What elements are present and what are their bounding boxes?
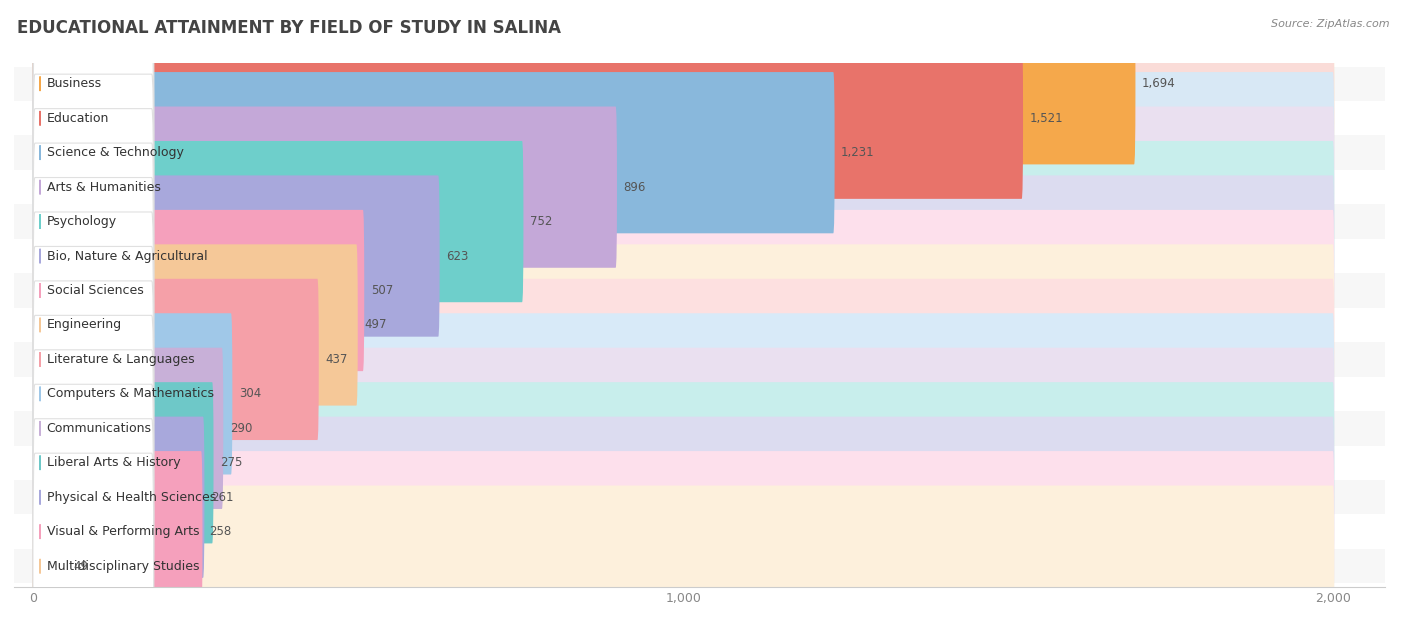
Bar [14, 204, 1385, 239]
Bar [14, 273, 1385, 308]
FancyBboxPatch shape [32, 451, 1334, 612]
Bar [14, 101, 1385, 136]
Text: Business: Business [46, 77, 101, 90]
Bar [14, 411, 1385, 445]
Text: 437: 437 [325, 353, 347, 366]
FancyBboxPatch shape [32, 451, 202, 612]
FancyBboxPatch shape [32, 382, 1334, 543]
Text: 275: 275 [219, 456, 242, 469]
Text: 1,694: 1,694 [1142, 77, 1175, 90]
FancyBboxPatch shape [32, 212, 153, 438]
Bar [14, 480, 1385, 514]
FancyBboxPatch shape [32, 38, 1334, 199]
Text: 896: 896 [623, 180, 645, 194]
Text: Liberal Arts & History: Liberal Arts & History [46, 456, 180, 469]
FancyBboxPatch shape [32, 384, 153, 610]
FancyBboxPatch shape [32, 143, 153, 369]
Text: 1,521: 1,521 [1029, 112, 1063, 125]
Bar [14, 377, 1385, 411]
Text: Visual & Performing Arts: Visual & Performing Arts [46, 525, 200, 538]
FancyBboxPatch shape [32, 107, 617, 268]
Text: Arts & Humanities: Arts & Humanities [46, 180, 160, 194]
FancyBboxPatch shape [32, 141, 1334, 302]
Text: 1,231: 1,231 [841, 146, 875, 159]
FancyBboxPatch shape [32, 350, 153, 575]
Text: 261: 261 [211, 491, 233, 504]
Text: Communications: Communications [46, 422, 152, 435]
FancyBboxPatch shape [32, 210, 364, 371]
Text: Engineering: Engineering [46, 319, 122, 331]
FancyBboxPatch shape [32, 38, 1024, 199]
Text: 623: 623 [446, 249, 468, 262]
Bar [14, 66, 1385, 101]
FancyBboxPatch shape [32, 416, 204, 578]
FancyBboxPatch shape [32, 279, 319, 440]
Text: Multidisciplinary Studies: Multidisciplinary Studies [46, 560, 200, 573]
FancyBboxPatch shape [32, 244, 1334, 406]
FancyBboxPatch shape [32, 0, 153, 197]
Bar [14, 170, 1385, 204]
Text: 290: 290 [229, 422, 252, 435]
Bar [14, 136, 1385, 170]
Text: Physical & Health Sciences: Physical & Health Sciences [46, 491, 215, 504]
Text: Social Sciences: Social Sciences [46, 284, 143, 297]
Text: Computers & Mathematics: Computers & Mathematics [46, 387, 214, 401]
Text: 497: 497 [364, 319, 387, 331]
Text: 304: 304 [239, 387, 262, 401]
Bar [14, 239, 1385, 273]
FancyBboxPatch shape [32, 40, 153, 266]
FancyBboxPatch shape [32, 348, 1334, 509]
FancyBboxPatch shape [32, 485, 66, 631]
FancyBboxPatch shape [32, 313, 232, 475]
Bar [14, 445, 1385, 480]
FancyBboxPatch shape [32, 416, 1334, 578]
Text: Source: ZipAtlas.com: Source: ZipAtlas.com [1271, 19, 1389, 29]
FancyBboxPatch shape [32, 485, 1334, 631]
FancyBboxPatch shape [32, 107, 1334, 268]
FancyBboxPatch shape [32, 382, 214, 543]
Text: EDUCATIONAL ATTAINMENT BY FIELD OF STUDY IN SALINA: EDUCATIONAL ATTAINMENT BY FIELD OF STUDY… [17, 19, 561, 37]
Text: 49: 49 [73, 560, 89, 573]
FancyBboxPatch shape [32, 313, 1334, 475]
FancyBboxPatch shape [32, 244, 357, 406]
FancyBboxPatch shape [32, 210, 1334, 371]
Text: Bio, Nature & Agricultural: Bio, Nature & Agricultural [46, 249, 207, 262]
FancyBboxPatch shape [32, 74, 153, 300]
FancyBboxPatch shape [32, 141, 523, 302]
FancyBboxPatch shape [32, 3, 1334, 165]
FancyBboxPatch shape [32, 175, 440, 337]
FancyBboxPatch shape [32, 72, 1334, 233]
Text: Psychology: Psychology [46, 215, 117, 228]
FancyBboxPatch shape [32, 247, 153, 473]
FancyBboxPatch shape [32, 3, 1136, 165]
Text: 752: 752 [530, 215, 553, 228]
Bar [14, 514, 1385, 549]
Bar [14, 342, 1385, 377]
FancyBboxPatch shape [32, 175, 1334, 337]
FancyBboxPatch shape [32, 316, 153, 541]
FancyBboxPatch shape [32, 281, 153, 507]
FancyBboxPatch shape [32, 177, 153, 403]
Text: 258: 258 [209, 525, 231, 538]
Text: 507: 507 [371, 284, 394, 297]
Bar [14, 549, 1385, 584]
FancyBboxPatch shape [32, 419, 153, 631]
FancyBboxPatch shape [32, 5, 153, 231]
FancyBboxPatch shape [32, 348, 224, 509]
Text: Science & Technology: Science & Technology [46, 146, 183, 159]
FancyBboxPatch shape [32, 453, 153, 631]
Text: Education: Education [46, 112, 108, 125]
FancyBboxPatch shape [32, 72, 835, 233]
FancyBboxPatch shape [32, 279, 1334, 440]
Bar [14, 308, 1385, 342]
FancyBboxPatch shape [32, 109, 153, 334]
Text: Literature & Languages: Literature & Languages [46, 353, 194, 366]
